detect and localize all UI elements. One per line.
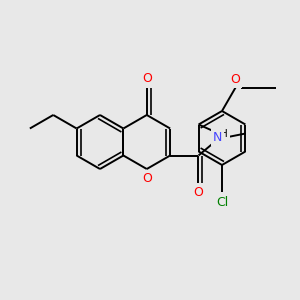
Text: N: N [212,130,222,144]
Text: O: O [194,186,203,199]
Text: O: O [231,73,240,86]
Text: Cl: Cl [216,196,228,208]
Text: H: H [220,129,228,139]
Text: O: O [142,172,152,185]
Text: O: O [142,71,152,85]
